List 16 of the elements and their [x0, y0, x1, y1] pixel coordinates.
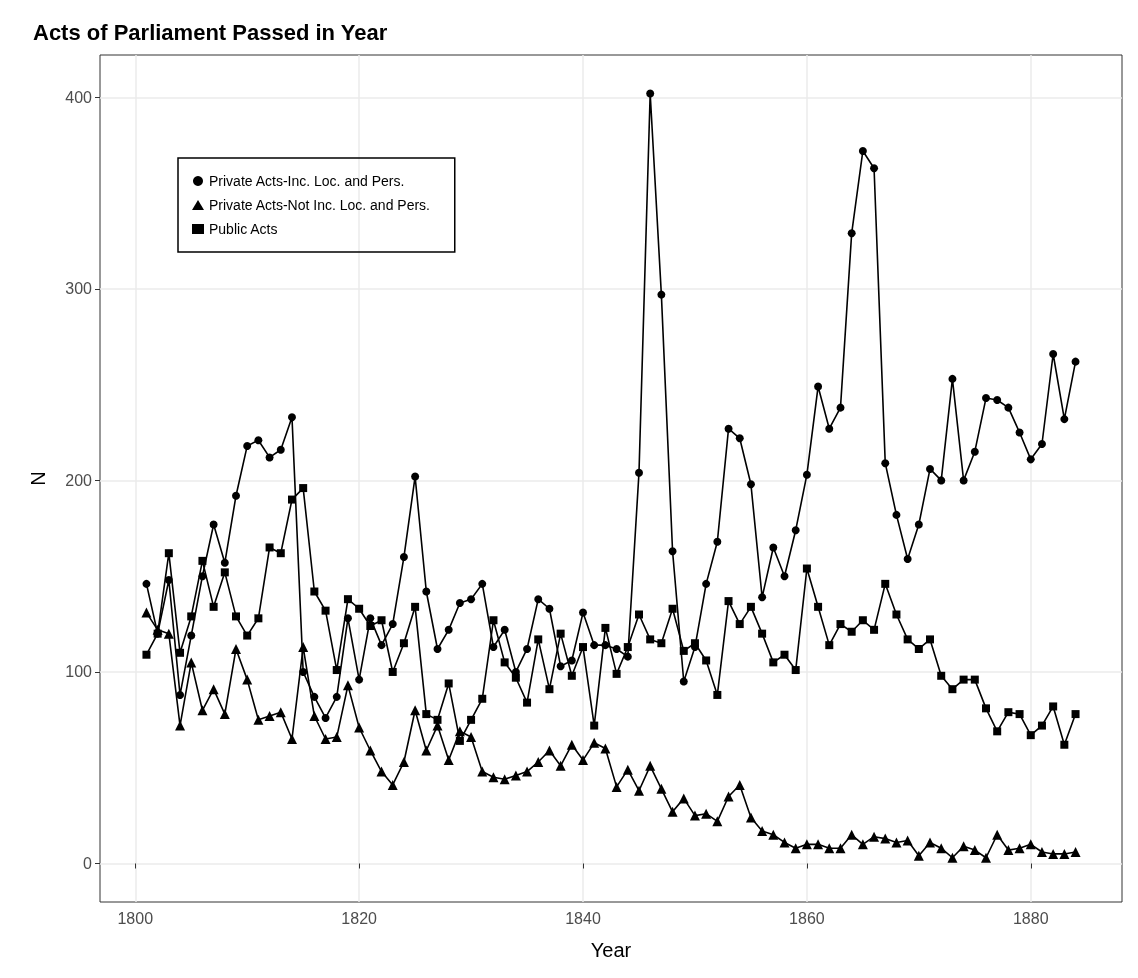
x-tick-label: 1840: [565, 909, 601, 927]
legend-label: Private Acts-Not Inc. Loc. and Pers.: [209, 197, 430, 213]
x-tick-label: 1800: [117, 909, 154, 927]
x-tick-label: 1880: [1012, 909, 1049, 927]
chart-title: Acts of Parliament Passed in Year: [33, 19, 388, 45]
y-tick-label: 0: [83, 855, 93, 872]
x-tick-label: 1820: [341, 909, 378, 927]
legend-label: Public Acts: [209, 221, 278, 237]
x-tick-label: 1860: [789, 909, 825, 927]
y-axis-title: N: [27, 471, 49, 486]
x-axis-title: Year: [590, 939, 632, 961]
legend-label: Private Acts-Inc. Loc. and Pers.: [209, 173, 405, 189]
y-tick-label: 300: [65, 280, 93, 298]
y-tick-label: 100: [65, 663, 93, 681]
y-tick-label: 200: [65, 471, 93, 489]
y-tick-label: 400: [65, 88, 93, 106]
